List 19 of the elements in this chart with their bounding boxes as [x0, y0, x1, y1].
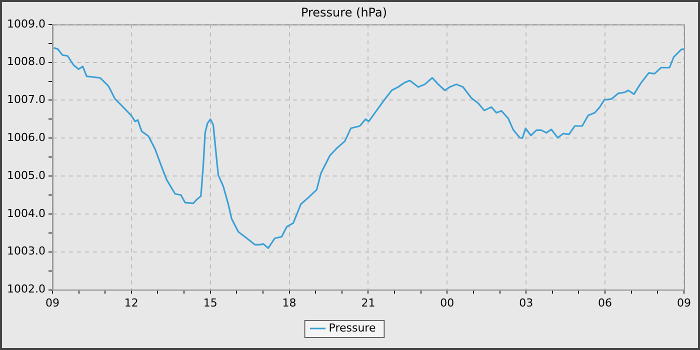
y-tick-label: 1002.0 [6, 282, 46, 296]
y-tick-label: 1005.0 [6, 168, 46, 182]
y-tick-label: 1003.0 [6, 244, 46, 258]
y-tick-label: 1007.0 [6, 93, 46, 106]
x-tick-label: 18 [282, 296, 296, 310]
x-tick-label: 00 [440, 296, 454, 310]
x-tick-label: 15 [203, 296, 218, 310]
y-tick-label: 1004.0 [6, 206, 46, 220]
chart-title: Pressure (hPa) [300, 5, 388, 20]
legend-label: Pressure [328, 321, 376, 334]
x-tick-label: 03 [519, 296, 534, 310]
y-tick-label: 1008.0 [6, 55, 46, 68]
y-tick-label: 1009.0 [6, 17, 46, 30]
x-tick-label: 06 [598, 296, 612, 310]
x-tick-label: 09 [677, 296, 691, 310]
x-tick-label: 12 [124, 296, 138, 310]
x-tick-label: 09 [45, 296, 60, 310]
x-tick-label: 21 [361, 296, 376, 310]
y-tick-label: 1006.0 [6, 131, 46, 144]
